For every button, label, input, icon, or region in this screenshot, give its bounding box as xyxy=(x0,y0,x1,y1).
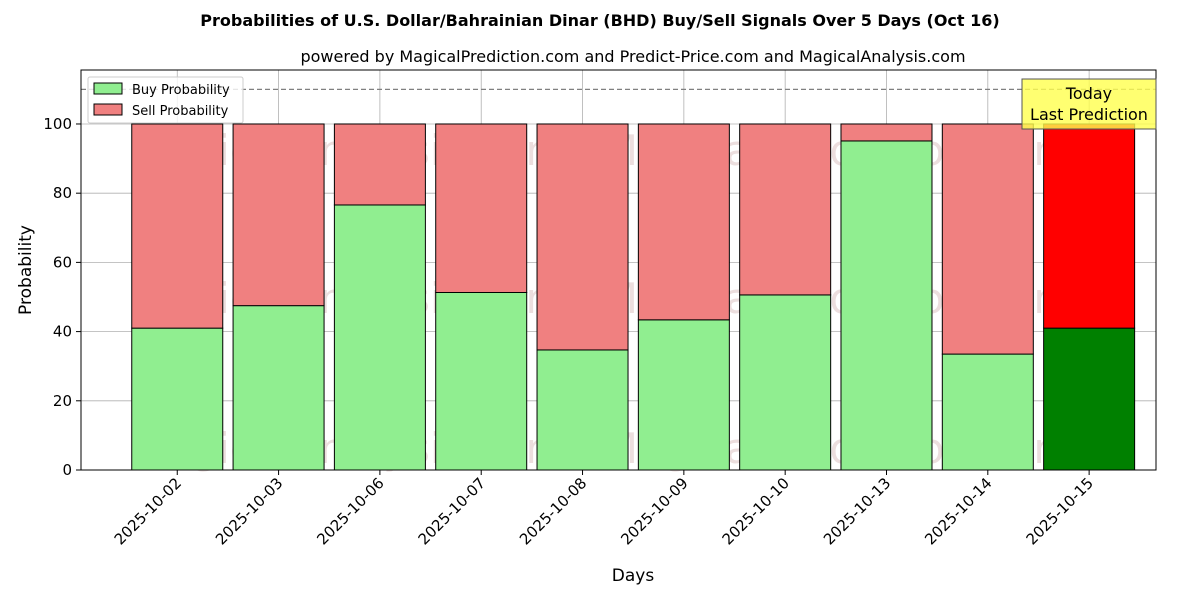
bar-sell-2025-10-10 xyxy=(739,123,832,296)
annotation-line2: Last Prediction xyxy=(1030,105,1148,124)
bar-buy-2025-10-08 xyxy=(536,349,629,471)
today-annotation: Today Last Prediction xyxy=(1021,78,1157,130)
x-tick-label: 2025-10-15 xyxy=(1023,474,1097,548)
legend-box xyxy=(87,76,244,124)
bar-sell-2025-10-14 xyxy=(941,123,1034,355)
x-tick-label: 2025-10-07 xyxy=(415,474,489,548)
y-tick-label: 20 xyxy=(53,392,72,410)
bar-sell-2025-10-03 xyxy=(232,123,325,307)
y-tick-label: 0 xyxy=(62,461,72,479)
chart-title: Probabilities of U.S. Dollar/Bahrainian … xyxy=(200,11,999,30)
x-tick-label: 2025-10-13 xyxy=(820,474,894,548)
legend-label-buy: Buy Probability xyxy=(132,83,230,98)
annotation-line1: Today xyxy=(1065,84,1112,103)
x-tick-label: 2025-10-03 xyxy=(212,474,286,548)
x-tick-label: 2025-10-14 xyxy=(921,474,995,548)
bar-sell-2025-10-02 xyxy=(131,123,224,329)
y-tick-label: 100 xyxy=(43,115,72,133)
legend-swatch-sell xyxy=(93,103,123,116)
bar-buy-2025-10-15 xyxy=(1043,327,1136,471)
y-tick-label: 80 xyxy=(53,184,72,202)
x-tick-label: 2025-10-06 xyxy=(313,474,387,548)
bar-sell-2025-10-13 xyxy=(840,123,933,142)
y-axis-label: Probability xyxy=(16,225,36,315)
bar-buy-2025-10-09 xyxy=(637,319,730,471)
bar-sell-2025-10-09 xyxy=(637,123,730,321)
x-axis: 2025-10-02 2025-10-03 2025-10-06 2025-10-07… xyxy=(111,470,1097,548)
bar-buy-2025-10-03 xyxy=(232,305,325,471)
legend-swatch-buy xyxy=(93,82,123,95)
x-tick-label: 2025-10-08 xyxy=(516,474,590,548)
x-tick-label: 2025-10-10 xyxy=(719,474,793,548)
y-tick-label: 40 xyxy=(53,323,72,341)
legend-label-sell: Sell Probability xyxy=(132,104,229,119)
bar-sell-2025-10-07 xyxy=(435,123,528,293)
x-tick-label: 2025-10-09 xyxy=(617,474,691,548)
x-axis-label: Days xyxy=(612,566,655,586)
legend: Buy Probability Sell Probability xyxy=(87,76,244,124)
y-axis: 0 20 40 60 80 100 xyxy=(43,115,81,479)
bar-buy-2025-10-07 xyxy=(435,291,528,471)
chart-subtitle: powered by MagicalPrediction.com and Pre… xyxy=(300,47,965,66)
bar-buy-2025-10-02 xyxy=(131,327,224,471)
bar-sell-2025-10-08 xyxy=(536,123,629,351)
bar-buy-2025-10-14 xyxy=(941,353,1034,471)
x-tick-label: 2025-10-02 xyxy=(111,474,185,548)
bar-sell-2025-10-06 xyxy=(333,123,426,206)
y-tick-label: 60 xyxy=(53,253,72,271)
bar-buy-2025-10-10 xyxy=(739,294,832,471)
bar-buy-2025-10-13 xyxy=(840,140,933,471)
bars xyxy=(131,123,1136,471)
annotation-box xyxy=(1021,78,1157,130)
plot-frame xyxy=(80,69,1157,471)
bar-sell-2025-10-15 xyxy=(1043,123,1136,329)
bar-buy-2025-10-06 xyxy=(333,204,426,471)
